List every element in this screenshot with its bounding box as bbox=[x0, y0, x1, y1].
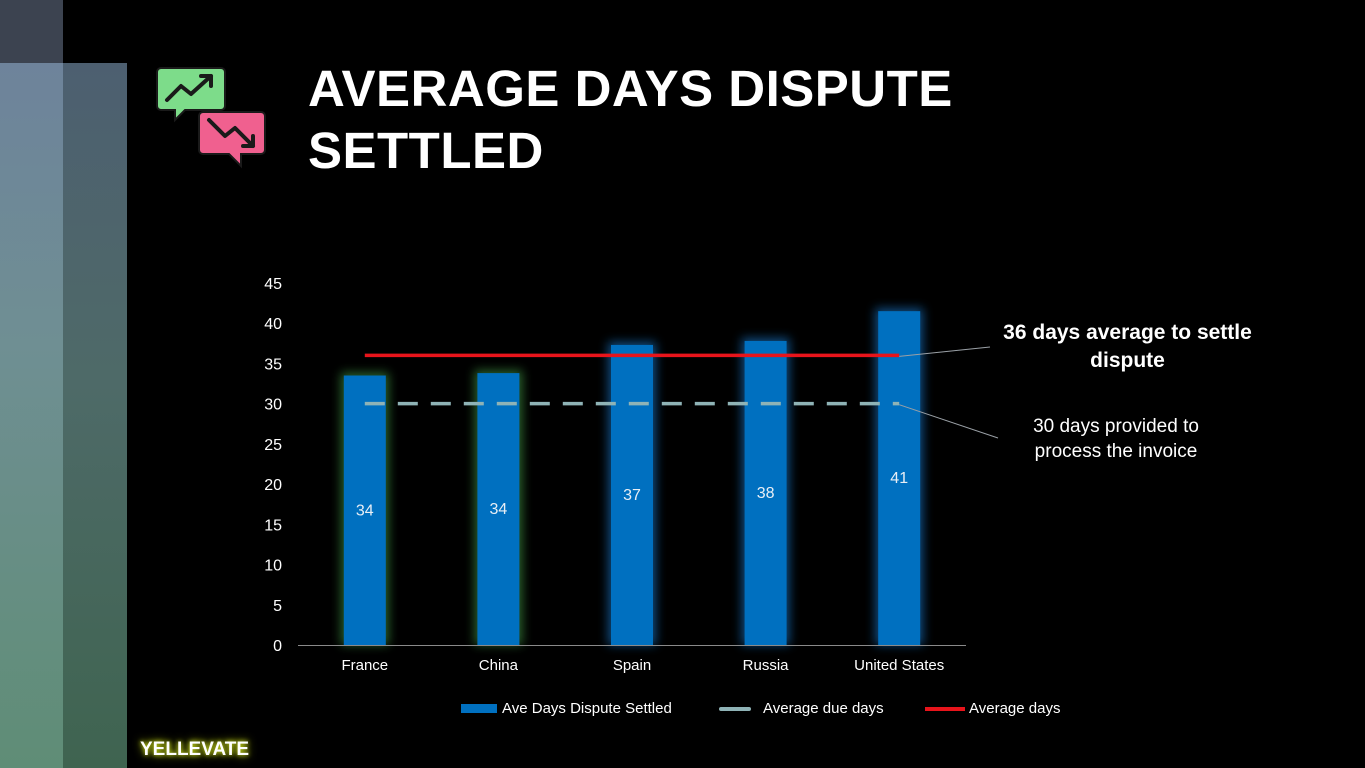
brand-logo-text: YELLEVATE bbox=[140, 739, 250, 760]
bar-data-label: 41 bbox=[890, 470, 908, 487]
legend-label-due-days: Average due days bbox=[763, 700, 884, 717]
x-tick-label: France bbox=[341, 657, 388, 674]
average-callout-leader bbox=[899, 346, 991, 357]
bar bbox=[744, 340, 787, 645]
bar bbox=[343, 375, 386, 645]
due-callout-leader bbox=[899, 404, 999, 439]
y-tick-label: 35 bbox=[264, 356, 282, 373]
y-tick-label: 40 bbox=[264, 316, 282, 333]
trend-up-down-chat-icon bbox=[156, 67, 266, 169]
background-strip-left bbox=[0, 63, 63, 768]
x-tick-label: China bbox=[479, 657, 519, 674]
legend-swatch-bar bbox=[461, 704, 497, 713]
background-strip-top bbox=[0, 0, 63, 63]
x-tick-label: Spain bbox=[613, 657, 651, 674]
y-tick-label: 5 bbox=[273, 598, 282, 615]
legend-label-average-days: Average days bbox=[969, 700, 1061, 717]
y-tick-label: 15 bbox=[264, 517, 282, 534]
x-tick-label: Russia bbox=[743, 657, 790, 674]
bar-data-label: 34 bbox=[490, 501, 508, 518]
background-strip-inner bbox=[63, 63, 127, 768]
average-days-callout: 36 days average to settle dispute bbox=[1003, 321, 1252, 372]
y-tick-label: 10 bbox=[264, 558, 282, 575]
legend-item-due-days: Average due days bbox=[719, 700, 884, 717]
y-tick-label: 30 bbox=[264, 397, 282, 414]
legend-swatch-dashed-line bbox=[719, 706, 751, 711]
y-tick-label: 25 bbox=[264, 437, 282, 454]
legend-label-bars: Ave Days Dispute Settled bbox=[502, 700, 672, 717]
due-days-callout: 30 days provided to process the invoice bbox=[1033, 416, 1199, 462]
bar bbox=[878, 311, 921, 645]
y-tick-label: 45 bbox=[264, 276, 282, 293]
y-tick-label: 20 bbox=[264, 477, 282, 494]
x-tick-label: United States bbox=[854, 657, 944, 674]
bar-data-label: 34 bbox=[356, 502, 374, 519]
legend-swatch-red-line bbox=[925, 706, 965, 711]
bar-data-label: 38 bbox=[757, 485, 775, 502]
slide-title: AVERAGE DAYS DISPUTE SETTLED bbox=[308, 60, 953, 179]
legend-item-bars: Ave Days Dispute Settled bbox=[461, 700, 672, 717]
bar bbox=[611, 344, 653, 645]
bar bbox=[477, 373, 520, 645]
y-tick-label: 0 bbox=[273, 638, 282, 655]
legend-item-average-days: Average days bbox=[925, 700, 1060, 717]
bar-data-label: 37 bbox=[623, 487, 641, 504]
